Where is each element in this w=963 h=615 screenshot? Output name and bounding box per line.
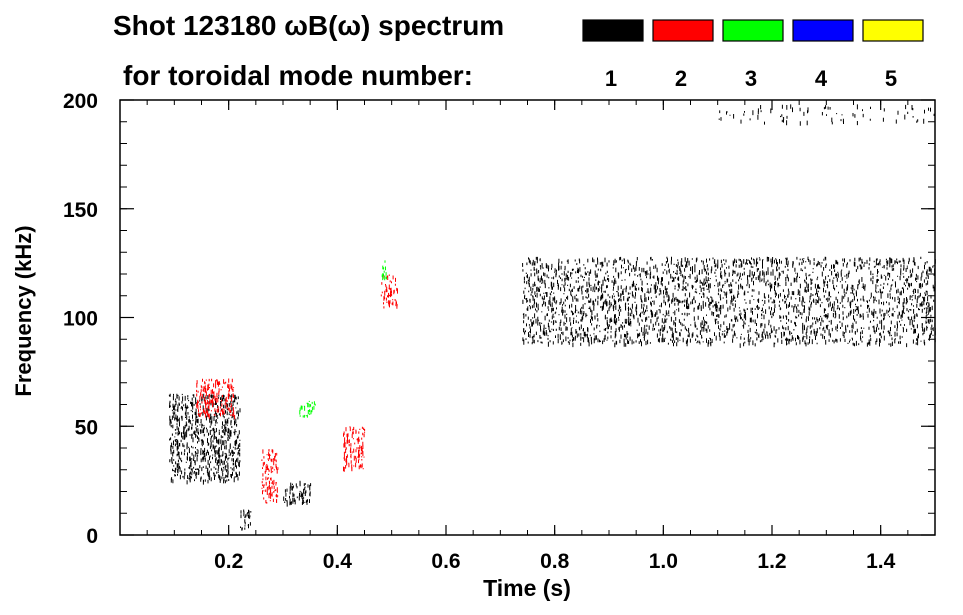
x-tick-label: 1.2 <box>757 550 786 573</box>
x-tick-label: 0.4 <box>323 550 353 573</box>
spectral-regions <box>168 104 936 531</box>
legend-mode-label: 5 <box>885 66 897 91</box>
region-sparse-high-band <box>718 104 935 126</box>
region-high-frequency-band <box>522 256 936 348</box>
region-points <box>343 426 366 472</box>
x-tick-label: 1.4 <box>866 550 896 573</box>
series-n2 <box>196 274 398 504</box>
region-chirp <box>261 449 279 504</box>
legend-mode-label: 2 <box>675 66 687 91</box>
x-tick-label: 0.6 <box>431 550 460 573</box>
legend-swatch <box>862 19 924 42</box>
legend-swatch <box>792 19 854 42</box>
region-points <box>240 509 252 531</box>
chart-subtitle: for toroidal mode number: <box>123 60 473 91</box>
region-chirp <box>381 260 387 281</box>
region-points <box>380 274 398 309</box>
region-low-frequency-burst <box>168 393 241 485</box>
legend-mode-label: 1 <box>605 66 617 91</box>
region-chirp <box>343 426 366 472</box>
x-axis-label: Time (s) <box>483 575 571 601</box>
region-points <box>381 260 387 281</box>
series-n3 <box>299 260 387 418</box>
region-chirp <box>380 274 398 309</box>
plot-area: 0.2 0.4 0.6 0.8 1.0 1.2 1.4 0 50 100 150 200 <box>63 90 936 573</box>
legend-mode-label: 4 <box>815 66 828 91</box>
region-low-frequency-burst <box>240 509 252 531</box>
series-n1 <box>168 104 936 531</box>
chart-title: Shot 123180 ωB(ω) spectrum <box>113 10 504 41</box>
y-tick-label: 200 <box>63 90 98 113</box>
legend-swatch <box>582 19 644 42</box>
y-tick-label: 150 <box>63 199 98 222</box>
region-chirp <box>196 378 236 420</box>
region-chirp <box>299 400 316 418</box>
y-axis-label: Frequency (kHz) <box>11 225 36 396</box>
region-points <box>299 400 316 418</box>
region-points <box>168 393 241 485</box>
y-tick-label: 0 <box>86 525 98 548</box>
axis-ticks: 0.2 0.4 0.6 0.8 1.0 1.2 1.4 0 50 100 150 200 <box>63 90 936 573</box>
region-points <box>522 256 936 348</box>
y-tick-label: 100 <box>63 308 98 331</box>
x-tick-label: 1.0 <box>649 550 678 573</box>
x-tick-label: 0.8 <box>540 550 570 573</box>
x-tick-label: 0.2 <box>214 550 243 573</box>
region-points <box>196 378 236 420</box>
legend-mode-label: 3 <box>745 66 757 91</box>
region-points <box>283 480 312 507</box>
region-points <box>261 449 279 504</box>
legend: 1 2 3 4 5 <box>582 19 924 91</box>
legend-swatch <box>652 19 714 42</box>
legend-swatch <box>722 19 784 42</box>
y-tick-label: 50 <box>75 416 98 439</box>
region-low-frequency-burst <box>283 480 312 507</box>
region-points <box>718 104 935 126</box>
